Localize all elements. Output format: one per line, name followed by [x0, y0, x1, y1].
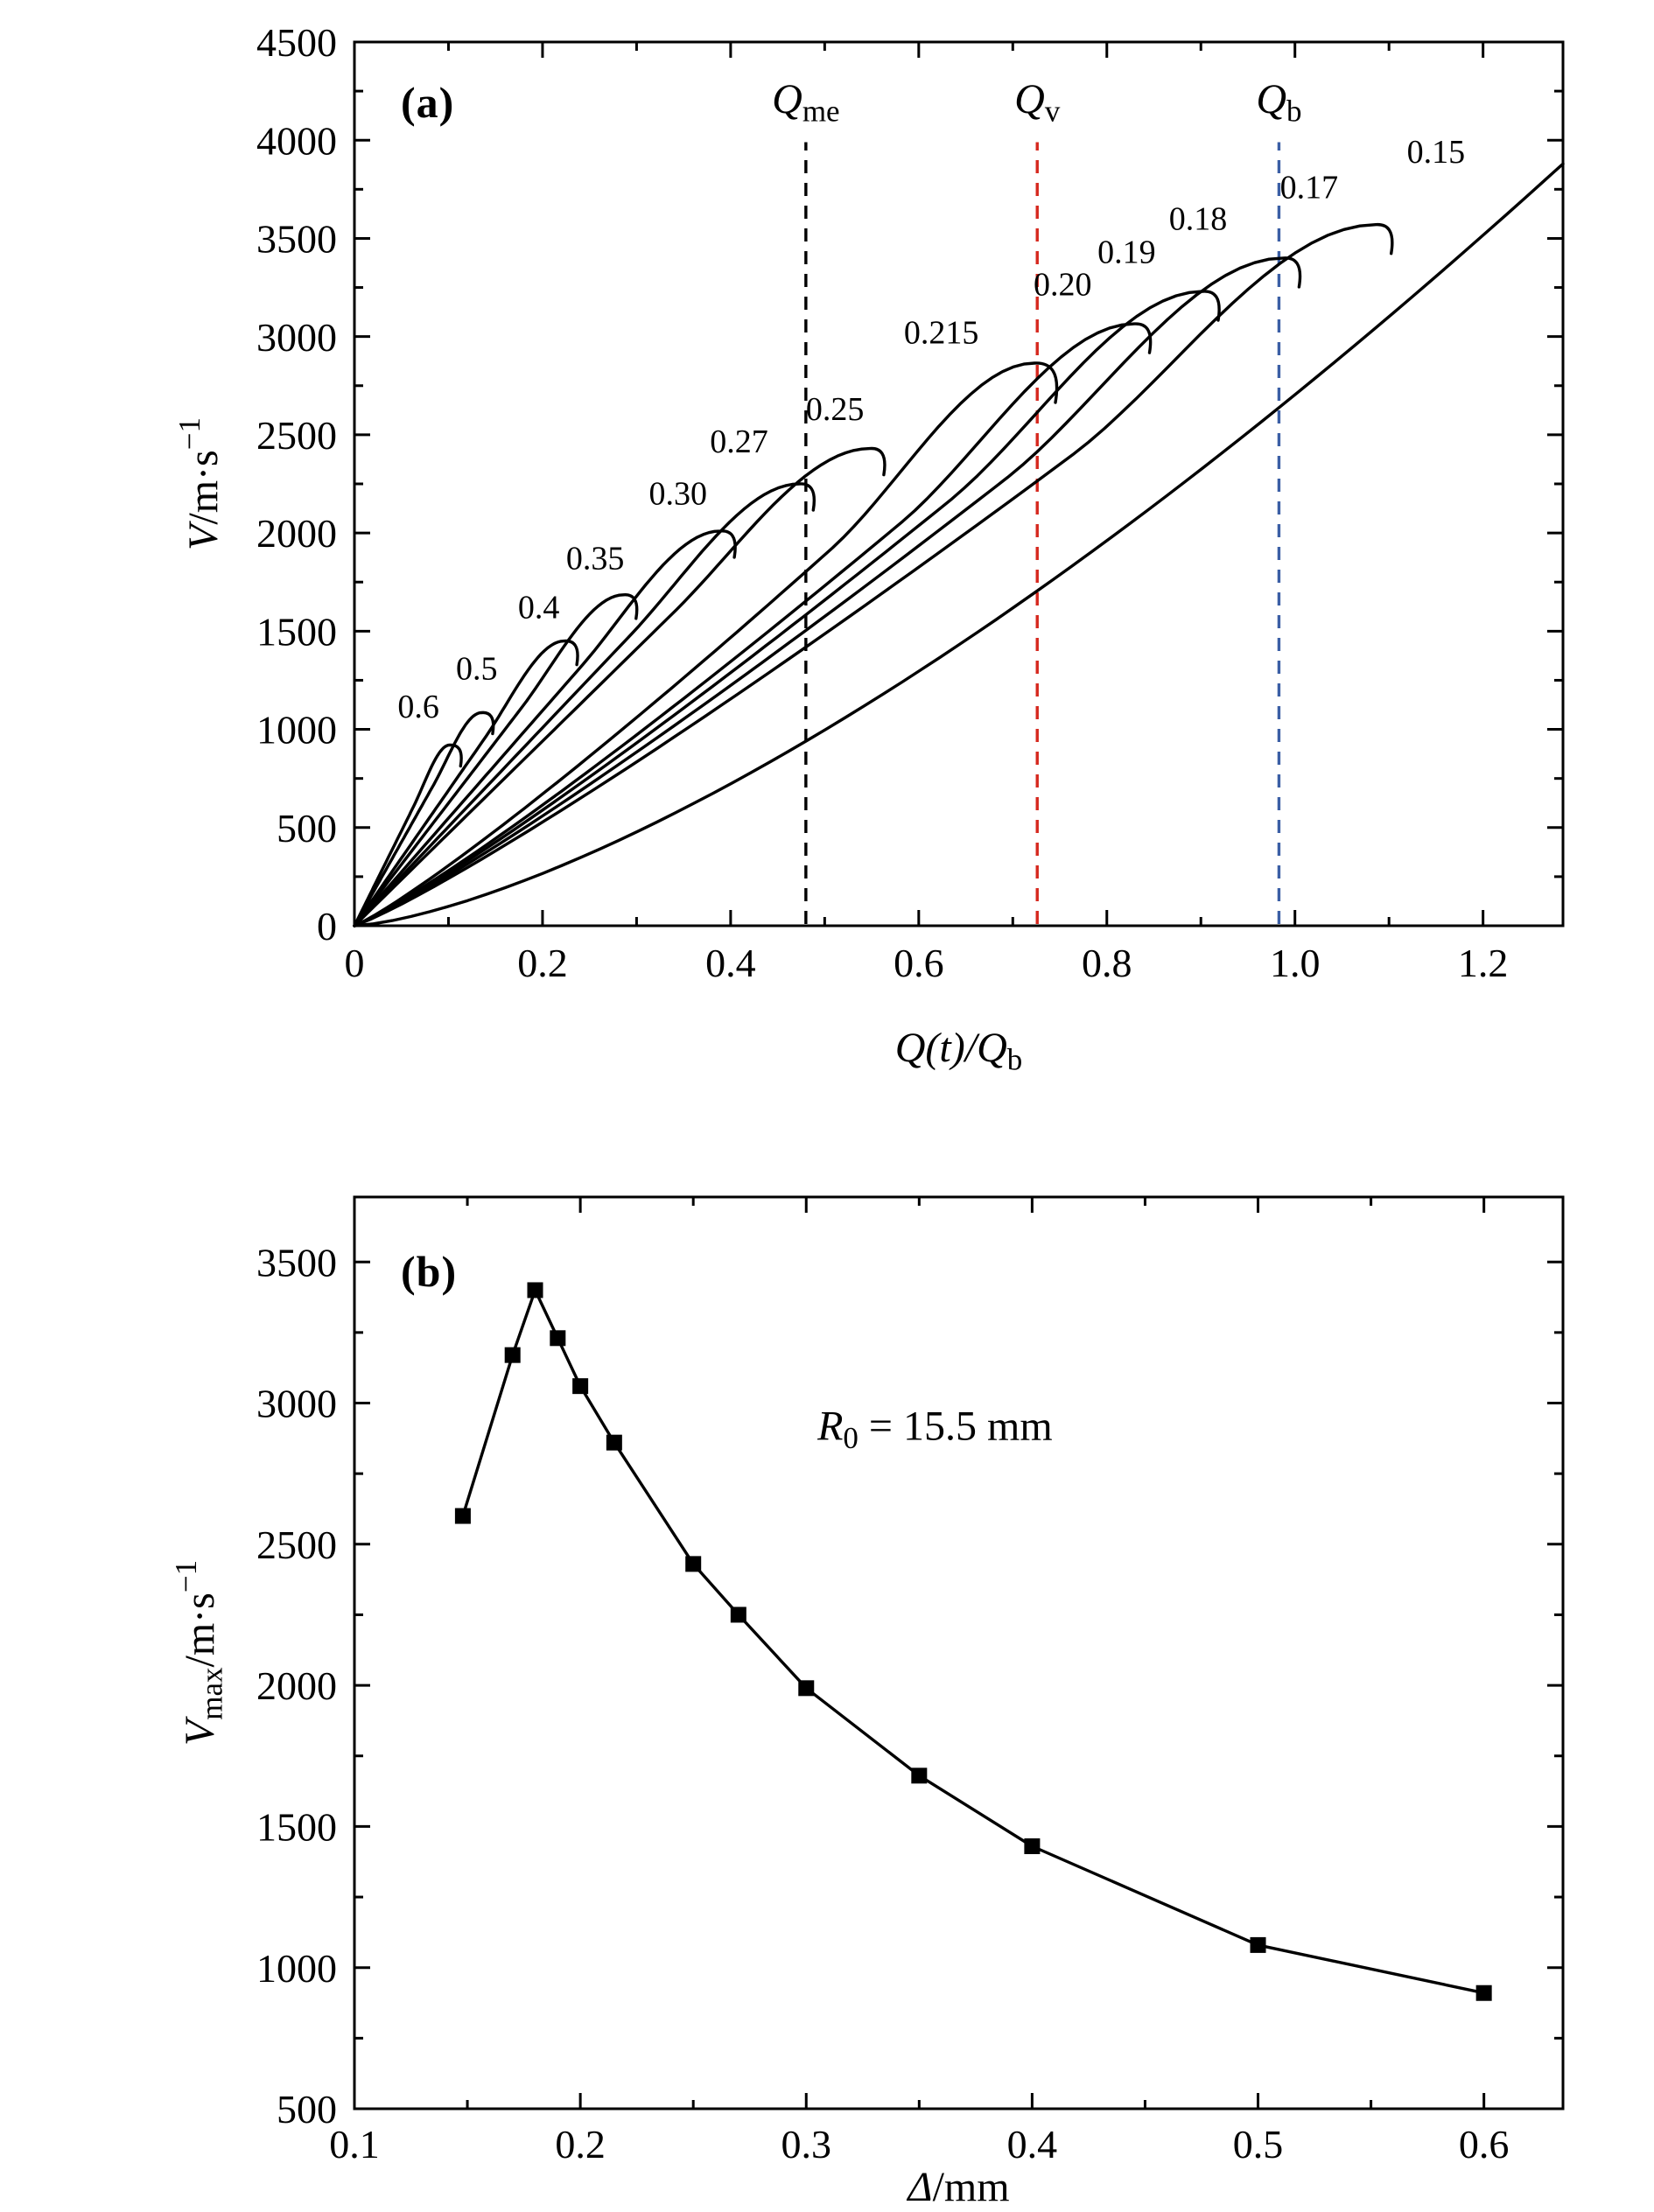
data-point-5: [606, 1434, 622, 1451]
curve-0.15: [353, 162, 1565, 928]
x-tick-label: 1.2: [1458, 941, 1509, 985]
curve-0.17: [353, 222, 1394, 928]
x-tick-label: 0.5: [1233, 2122, 1284, 2166]
y-axis-label: V/m·s−1: [172, 417, 227, 550]
x-tick-label: 1.0: [1270, 941, 1321, 985]
axes: 0 0.2 0.4 0.6 0.8 1.0 1.2 0 500 1000 1500 2000 2500 3…: [172, 20, 1565, 1077]
curve-0.19: [353, 290, 1221, 928]
curve-label-0.30: 0.30: [648, 476, 707, 513]
curve-label-0.215: 0.215: [904, 315, 979, 352]
curve-0.30: [353, 529, 737, 928]
plot-frame: [353, 1195, 1565, 2110]
y-tick-label: 3500: [256, 1240, 337, 1284]
curve-0.215: [353, 361, 1059, 928]
curve-label-0.4: 0.4: [518, 590, 560, 626]
curve-label-0.19: 0.19: [1097, 234, 1156, 271]
data-point-8: [798, 1680, 815, 1697]
curve-label-0.15: 0.15: [1407, 134, 1466, 171]
vline-label-2: Qb: [1256, 76, 1301, 129]
curve-label-0.6: 0.6: [397, 689, 439, 725]
data-point-2: [527, 1282, 543, 1298]
curve-0.18: [353, 256, 1302, 928]
x-tick-label: 0.3: [781, 2122, 832, 2166]
y-tick-label: 3000: [256, 315, 337, 360]
data-point-4: [572, 1378, 589, 1395]
y-tick-label: 4500: [256, 20, 337, 65]
curve-label-0.25: 0.25: [806, 391, 865, 428]
curve-label-0.17: 0.17: [1280, 169, 1339, 206]
data-point-10: [1024, 1838, 1041, 1854]
data-point-12: [1475, 1984, 1492, 2001]
y-tick-label: 2500: [256, 413, 337, 458]
data-point-7: [730, 1606, 746, 1623]
y-tick-label: 3000: [256, 1382, 337, 1426]
x-tick-label: 0: [345, 941, 365, 985]
data-point-11: [1250, 1936, 1266, 1953]
curve-0.6: [353, 743, 463, 928]
y-tick-label: 500: [277, 806, 337, 850]
y-axis-label: Vmax/m·s−1: [169, 1560, 229, 1746]
panel-a-tag: (a): [401, 78, 455, 127]
curve-label-0.20: 0.20: [1034, 267, 1092, 304]
data-point-6: [685, 1556, 702, 1572]
curve-0.5: [353, 710, 495, 928]
annotation: R0 = 15.5 mm: [816, 1403, 1053, 1455]
x-tick-label: 0.2: [555, 2122, 606, 2166]
data-point-3: [550, 1330, 566, 1347]
y-tick-label: 4000: [256, 118, 337, 163]
curve-0.20: [353, 322, 1153, 928]
vline-label-1: Qv: [1014, 76, 1061, 129]
data-point-9: [911, 1768, 928, 1784]
x-axis-label: Q(t)/Qb: [895, 1025, 1022, 1077]
y-tick-label: 2000: [256, 1663, 337, 1708]
curve-0.4: [353, 639, 579, 928]
vline-label-0: Qme: [772, 76, 839, 129]
x-tick-label: 0.1: [329, 2122, 380, 2166]
axes: 0.1 0.2 0.3 0.4 0.5 0.6 500 1000 1500 2000 2500 300…: [169, 1195, 1565, 2210]
x-tick-label: 0.4: [705, 941, 756, 985]
x-tick-label: 0.8: [1082, 941, 1132, 985]
y-tick-label: 1000: [256, 1946, 337, 1991]
curve-0.27: [353, 482, 816, 928]
curve-0.25: [353, 446, 887, 928]
plot-frame: [353, 40, 1565, 928]
y-tick-label: 2500: [256, 1522, 337, 1567]
y-tick-label: 3500: [256, 217, 337, 262]
panel-a-chart: 0 0.2 0.4 0.6 0.8 1.0 1.2 0 500 1000 1500 2000 2500 3…: [172, 20, 1565, 1077]
panel-b-tag: (b): [401, 1247, 458, 1296]
curve-0.35: [353, 593, 639, 928]
y-tick-label: 2000: [256, 511, 337, 556]
x-axis-label: Δ/mm: [906, 2164, 1009, 2210]
data-point-0: [454, 1508, 471, 1524]
data-point-1: [504, 1347, 521, 1363]
curve-label-0.18: 0.18: [1169, 200, 1228, 237]
y-tick-label: 1000: [256, 708, 337, 752]
x-tick-label: 0.4: [1007, 2122, 1058, 2166]
y-tick-label: 500: [277, 2087, 337, 2132]
curve-label-0.35: 0.35: [566, 541, 625, 578]
y-tick-label: 1500: [256, 609, 337, 654]
x-tick-label: 0.6: [894, 941, 944, 985]
x-tick-label: 0.2: [517, 941, 568, 985]
x-tick-label: 0.6: [1459, 2122, 1510, 2166]
y-tick-label: 0: [317, 904, 337, 948]
curve-label-0.5: 0.5: [456, 650, 498, 687]
curve-label-0.27: 0.27: [710, 424, 768, 460]
data-line: [461, 1288, 1485, 1995]
panel-b-chart: 0.1 0.2 0.3 0.4 0.5 0.6 500 1000 1500 2000 2500 300…: [169, 1195, 1565, 2210]
y-tick-label: 1500: [256, 1804, 337, 1849]
